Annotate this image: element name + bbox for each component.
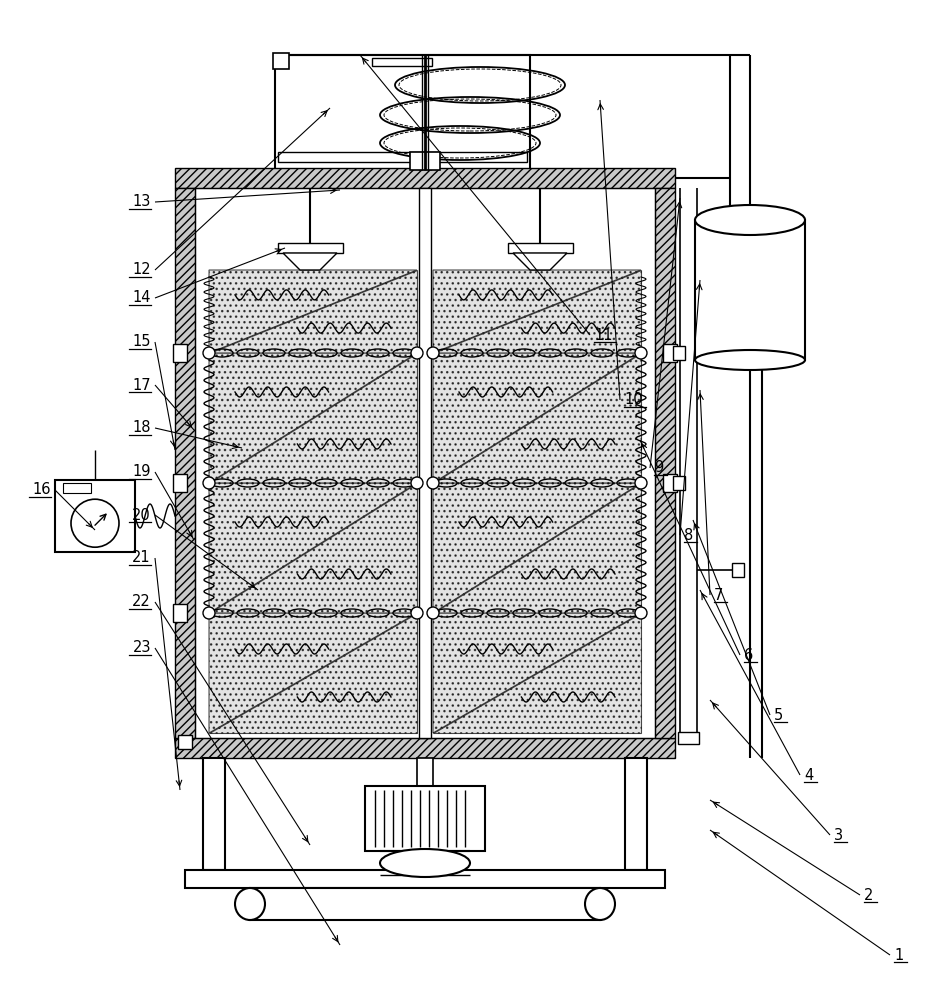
Bar xyxy=(278,152,527,162)
Bar xyxy=(275,55,530,170)
Polygon shape xyxy=(209,483,417,613)
Text: 2: 2 xyxy=(864,888,873,902)
Bar xyxy=(178,735,192,749)
Text: 5: 5 xyxy=(774,708,783,722)
Bar xyxy=(173,604,187,622)
Polygon shape xyxy=(209,270,417,353)
Bar xyxy=(625,758,647,870)
Bar xyxy=(195,188,655,738)
Text: 14: 14 xyxy=(133,290,151,306)
Ellipse shape xyxy=(380,849,470,877)
Ellipse shape xyxy=(235,888,265,920)
Bar xyxy=(365,786,485,851)
Text: 19: 19 xyxy=(133,464,151,480)
Bar xyxy=(673,346,685,360)
Bar xyxy=(273,53,289,69)
Text: 20: 20 xyxy=(133,508,151,522)
Polygon shape xyxy=(433,613,641,733)
Circle shape xyxy=(635,607,647,619)
Bar xyxy=(173,344,187,362)
Text: 22: 22 xyxy=(133,594,151,609)
Bar xyxy=(417,758,433,786)
Text: 1: 1 xyxy=(894,948,903,962)
Bar xyxy=(278,243,343,253)
Text: 7: 7 xyxy=(714,587,723,602)
Circle shape xyxy=(427,347,439,359)
Text: 15: 15 xyxy=(133,334,151,350)
Circle shape xyxy=(635,477,647,489)
Bar xyxy=(372,58,432,66)
Bar xyxy=(508,243,573,253)
Circle shape xyxy=(203,477,215,489)
Bar xyxy=(173,474,187,492)
Text: 10: 10 xyxy=(624,392,643,408)
Circle shape xyxy=(203,607,215,619)
Circle shape xyxy=(427,607,439,619)
Circle shape xyxy=(411,347,423,359)
Text: 16: 16 xyxy=(32,483,51,497)
Text: 3: 3 xyxy=(834,828,843,842)
Text: 4: 4 xyxy=(804,768,813,782)
Bar xyxy=(419,188,431,738)
Polygon shape xyxy=(283,253,337,270)
Text: 17: 17 xyxy=(133,377,151,392)
Circle shape xyxy=(203,347,215,359)
Polygon shape xyxy=(433,270,641,353)
Bar xyxy=(663,474,677,492)
Polygon shape xyxy=(433,353,641,483)
Circle shape xyxy=(635,347,647,359)
Bar xyxy=(678,732,699,744)
Polygon shape xyxy=(433,353,641,483)
Bar xyxy=(63,483,91,493)
Bar xyxy=(663,344,677,362)
Text: 18: 18 xyxy=(133,420,151,436)
Bar xyxy=(673,476,685,490)
Polygon shape xyxy=(209,483,417,613)
Ellipse shape xyxy=(695,205,805,235)
Polygon shape xyxy=(209,353,417,483)
Bar xyxy=(410,152,440,170)
Circle shape xyxy=(411,477,423,489)
Bar xyxy=(195,188,655,738)
Ellipse shape xyxy=(695,350,805,370)
Polygon shape xyxy=(209,353,417,483)
Bar xyxy=(175,738,675,758)
Text: 21: 21 xyxy=(133,550,151,566)
Bar xyxy=(55,480,135,552)
Bar xyxy=(175,188,195,738)
Polygon shape xyxy=(433,613,641,733)
Polygon shape xyxy=(433,270,641,353)
Bar xyxy=(655,188,675,738)
Polygon shape xyxy=(209,613,417,733)
Circle shape xyxy=(427,477,439,489)
Bar xyxy=(250,888,600,920)
Text: 13: 13 xyxy=(133,194,151,210)
Polygon shape xyxy=(433,483,641,613)
Bar xyxy=(185,870,665,888)
Polygon shape xyxy=(433,483,641,613)
Text: 11: 11 xyxy=(594,328,612,342)
Bar xyxy=(695,220,805,360)
Circle shape xyxy=(411,607,423,619)
Text: 8: 8 xyxy=(684,528,693,542)
Text: 6: 6 xyxy=(744,648,754,662)
Bar xyxy=(175,168,675,188)
Ellipse shape xyxy=(585,888,615,920)
Text: 9: 9 xyxy=(654,460,664,476)
Text: 12: 12 xyxy=(133,262,151,277)
Polygon shape xyxy=(209,613,417,733)
Bar xyxy=(203,758,225,870)
Text: 23: 23 xyxy=(133,641,151,656)
Polygon shape xyxy=(513,253,567,270)
Bar xyxy=(732,563,744,577)
Polygon shape xyxy=(209,270,417,353)
